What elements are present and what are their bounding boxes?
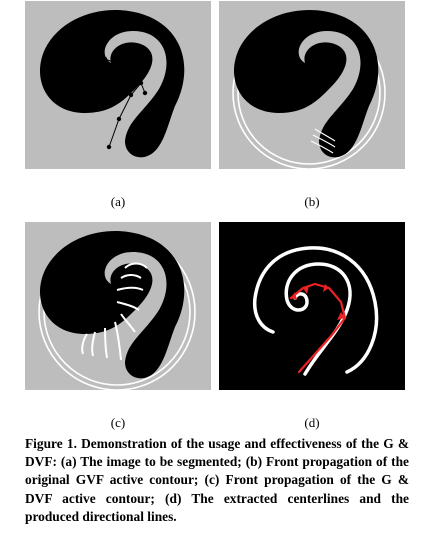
propagation-fronts	[81, 262, 148, 361]
figure-caption: Figure 1. Demonstration of the usage and…	[25, 436, 409, 524]
panel-d-label: (d)	[304, 415, 320, 430]
spiral-shape	[233, 10, 379, 158]
spiral-shape	[39, 10, 185, 158]
panel-b-image	[219, 1, 405, 169]
panel-b-label: (b)	[304, 194, 320, 209]
panel-d-image	[219, 222, 405, 390]
direction-arrowheads	[291, 284, 345, 320]
panel-a-label: (a)	[110, 194, 126, 209]
spiral-shape	[39, 231, 185, 379]
panel-a-image	[25, 1, 211, 169]
contour-points	[74, 56, 148, 150]
panel-c-image	[25, 222, 211, 390]
panel-c-label: (c)	[110, 415, 126, 430]
gvf-stuck-lines	[310, 128, 336, 154]
